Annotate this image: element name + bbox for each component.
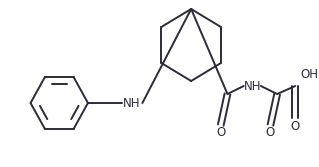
Text: O: O [291,120,300,132]
Text: NH: NH [244,79,261,93]
Text: OH: OH [300,67,318,80]
Text: O: O [266,126,275,139]
Text: NH: NH [123,97,141,110]
Text: O: O [216,126,226,139]
